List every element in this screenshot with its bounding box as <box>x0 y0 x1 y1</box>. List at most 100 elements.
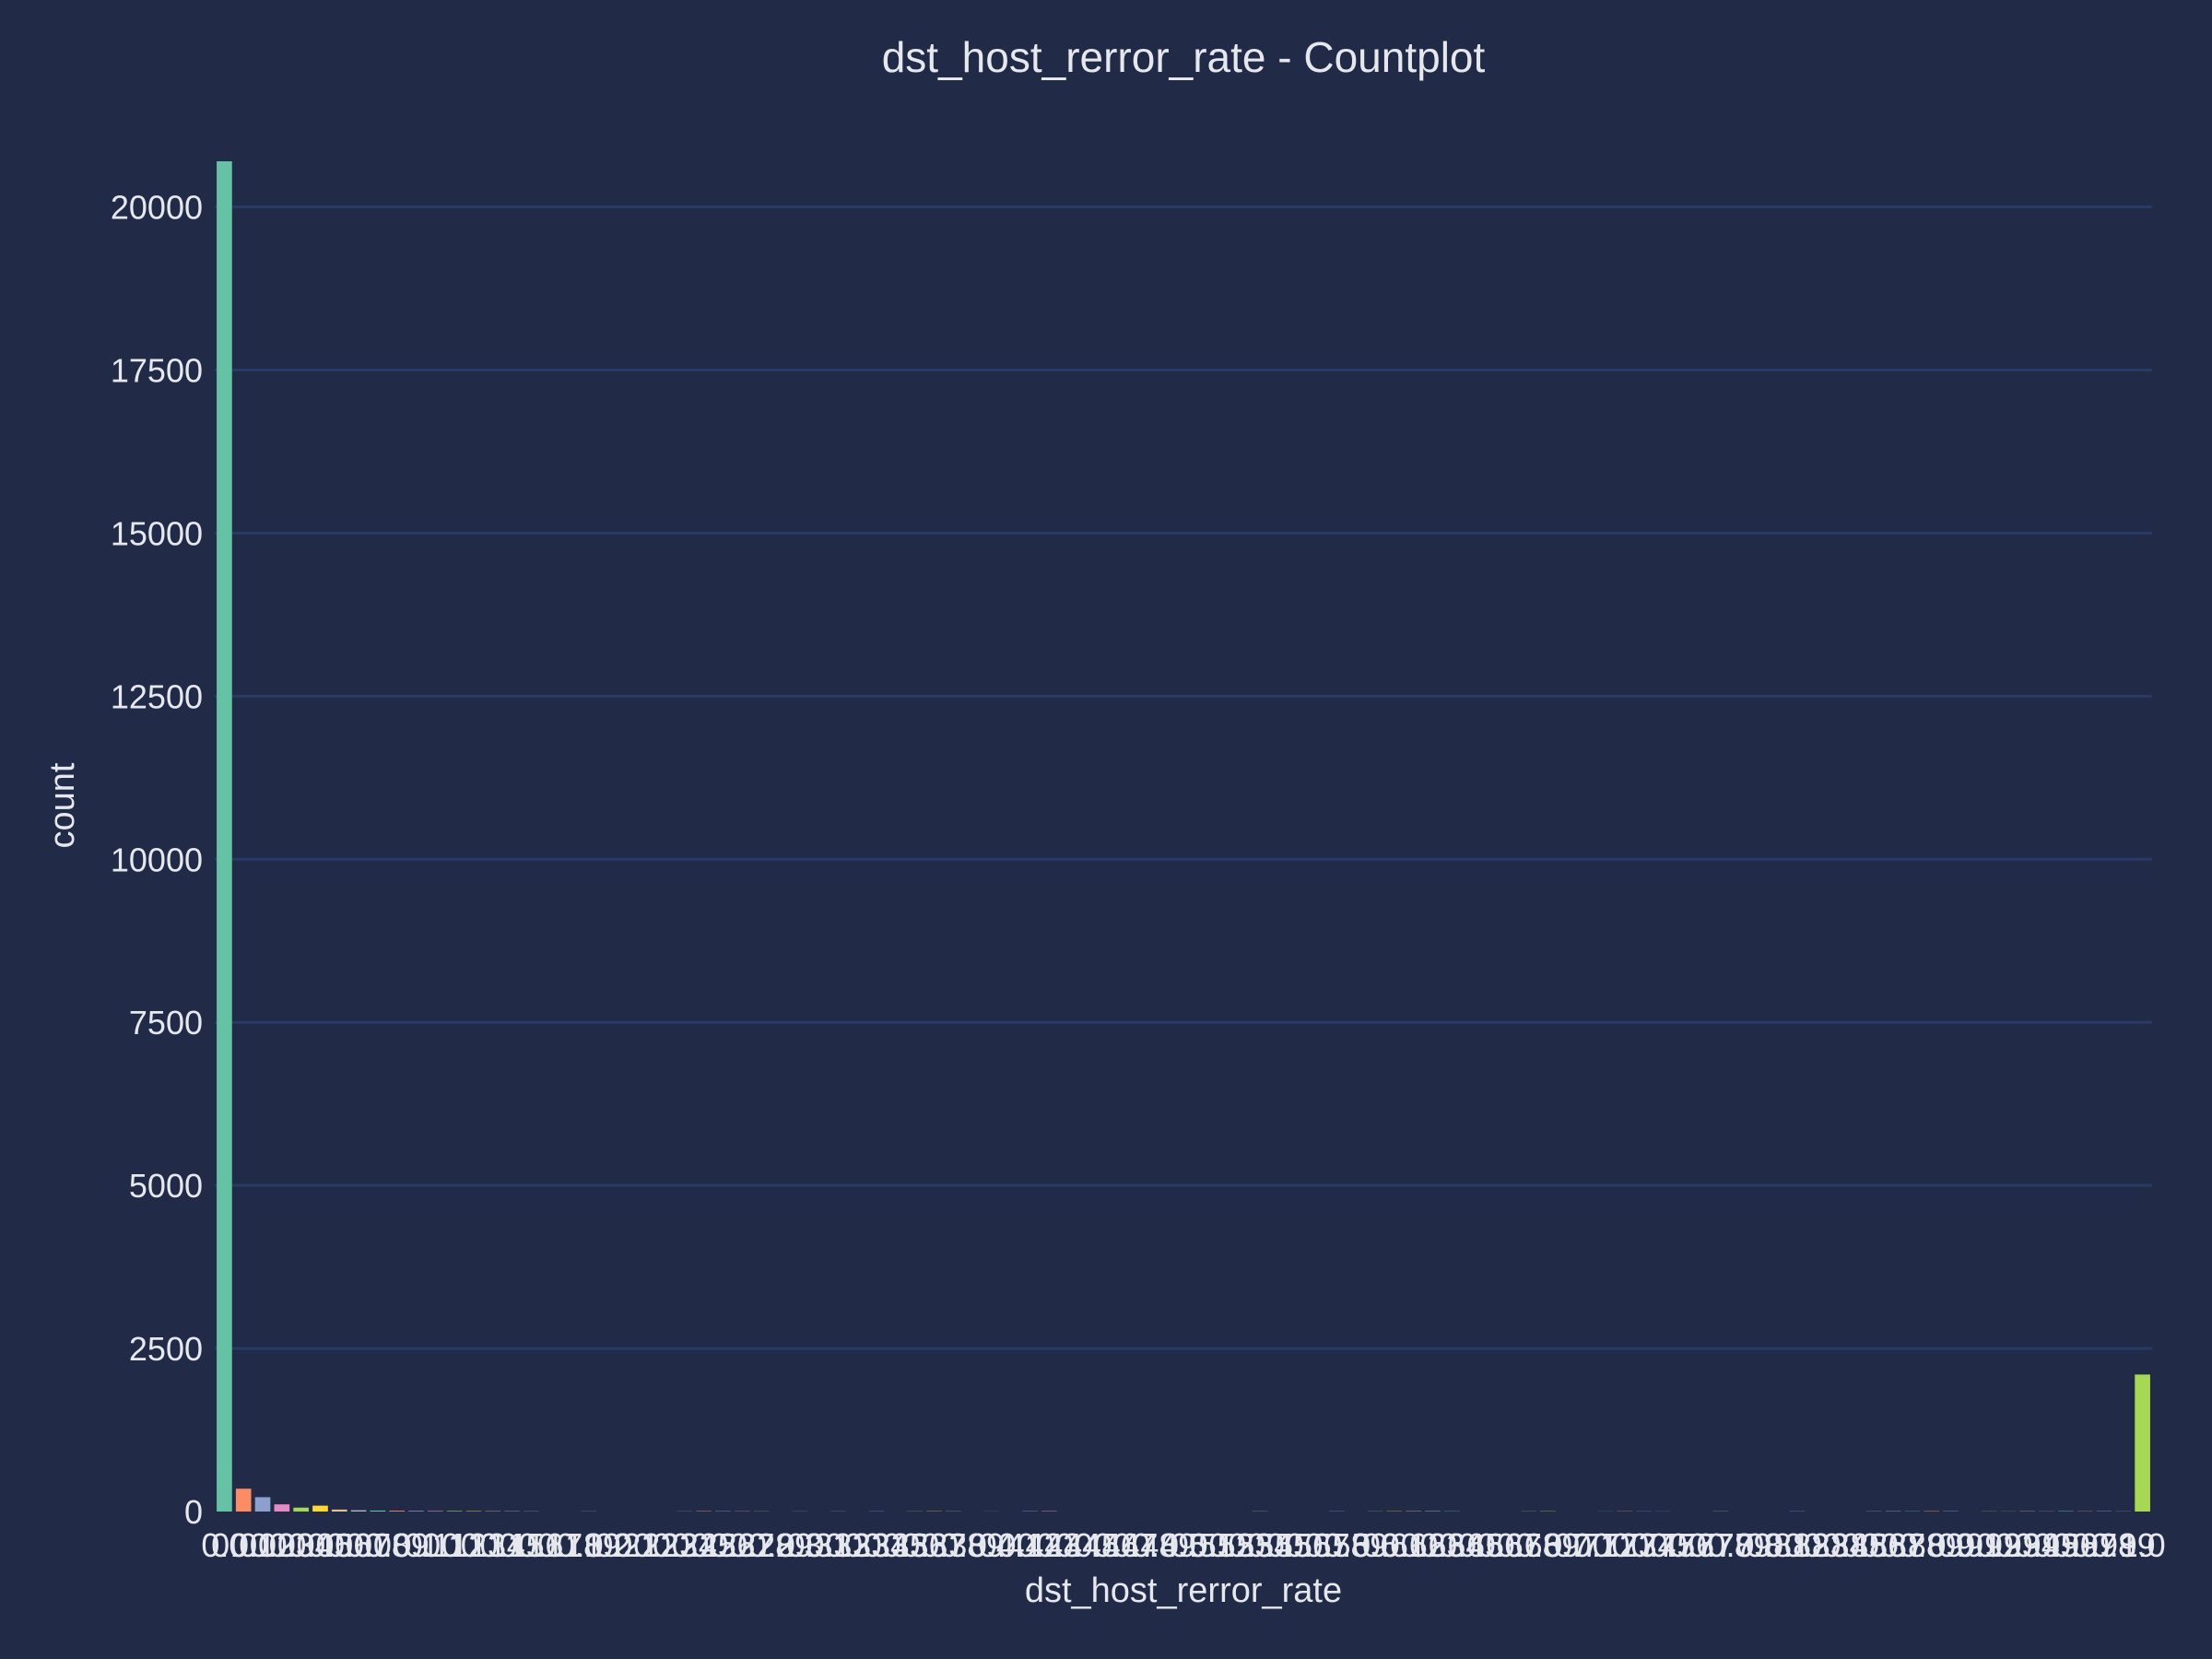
x-tick-label: 0.65 <box>1439 1526 1503 1564</box>
x-tick-label: 0.72 <box>1573 1526 1638 1564</box>
x-tick-label: 1.0 <box>2120 1526 2166 1564</box>
x-tick-label: 0.47 <box>1094 1526 1159 1564</box>
x-tick-label: 0.49 <box>1132 1526 1196 1564</box>
bar <box>408 1511 424 1512</box>
x-tick-label: 0.5 <box>1160 1526 1206 1564</box>
x-tick-label: 0.52 <box>1190 1526 1254 1564</box>
x-tick-label: 0.67 <box>1477 1526 1542 1564</box>
x-tick-label: 0.77 <box>1669 1526 1734 1564</box>
bar <box>428 1511 443 1512</box>
x-tick-label: 0.91 <box>1937 1526 2002 1564</box>
x-tick-label: 0.75 <box>1630 1526 1695 1564</box>
y-tick-label: 0 <box>184 1493 203 1531</box>
x-tick-label: 0.16 <box>499 1526 563 1564</box>
x-tick-label: 0.94 <box>1995 1526 2060 1564</box>
x-tick-label: 0.97 <box>2053 1526 2117 1564</box>
x-tick-label: 0.13 <box>441 1526 506 1564</box>
bar <box>350 1510 367 1512</box>
bar <box>2135 1374 2150 1512</box>
bar <box>217 161 232 1512</box>
x-tick-label: 0.8 <box>1735 1526 1782 1564</box>
x-tick-label: 0.31 <box>787 1526 852 1564</box>
x-tick-label: 0.22 <box>614 1526 678 1564</box>
x-tick-label: 0.58 <box>1304 1526 1369 1564</box>
y-tick-label: 10000 <box>111 841 203 878</box>
x-tick-label: 0.83 <box>1784 1526 1849 1564</box>
x-tick-label: 0.28 <box>729 1526 794 1564</box>
x-tick-label: 0.41 <box>979 1526 1043 1564</box>
x-tick-label: 0.61 <box>1362 1526 1427 1564</box>
x-tick-label: 0.92 <box>1957 1526 2021 1564</box>
x-tick-label: 0.71 <box>1554 1526 1618 1564</box>
x-tick-label: 0.38 <box>921 1526 985 1564</box>
x-tick-label: 0.51 <box>1171 1526 1235 1564</box>
bar <box>331 1509 347 1512</box>
y-tick-label: 12500 <box>111 677 203 715</box>
x-tick-label: 0.84 <box>1804 1526 1868 1564</box>
x-tick-label: 0.82 <box>1765 1526 1830 1564</box>
y-tick-label: 20000 <box>111 189 203 227</box>
x-tick-label: 0.59 <box>1324 1526 1388 1564</box>
x-tick-label: 0.88 <box>1880 1526 1945 1564</box>
x-tick-label: 0.9 <box>1927 1526 1973 1564</box>
x-tick-label: 0.27 <box>710 1526 774 1564</box>
x-tick-label: 0.34 <box>844 1526 909 1564</box>
x-tick-label: 0.89 <box>1900 1526 1964 1564</box>
x-tick-label: 0.76 <box>1650 1526 1714 1564</box>
x-tick-label: 0.81 <box>1746 1526 1810 1564</box>
x-tick-label: 0.57 <box>1286 1526 1350 1564</box>
x-tick-label: 0.39 <box>940 1526 1005 1564</box>
x-tick-label: 0.03 <box>250 1526 314 1564</box>
bar <box>293 1507 309 1512</box>
x-tick-label: 0.33 <box>825 1526 889 1564</box>
bar <box>274 1504 290 1512</box>
x-tick-label: 0.37 <box>901 1526 966 1564</box>
x-tick-label: 0.04 <box>269 1526 334 1564</box>
y-tick-label: 5000 <box>129 1167 203 1205</box>
x-tick-label: 0.85 <box>1822 1526 1887 1564</box>
x-tick-label: 0.3 <box>777 1526 823 1564</box>
x-tick-label: 0.14 <box>461 1526 525 1564</box>
x-tick-label: 0.09 <box>365 1526 429 1564</box>
bar <box>446 1511 463 1512</box>
x-axis-ticks: 0.00.010.020.030.040.050.060.070.080.090… <box>201 1526 2165 1564</box>
y-tick-label: 2500 <box>129 1330 203 1368</box>
x-tick-label: 0.4 <box>969 1526 1015 1564</box>
x-tick-label: 0.07 <box>326 1526 391 1564</box>
x-tick-label: 0.74 <box>1611 1526 1676 1564</box>
x-tick-label: 0.05 <box>288 1526 352 1564</box>
y-axis-label: count <box>43 762 82 848</box>
x-tick-label: 0.36 <box>883 1526 947 1564</box>
x-tick-label: 0.73 <box>1593 1526 1657 1564</box>
x-tick-label: 0.08 <box>346 1526 410 1564</box>
x-tick-label: 0.93 <box>1976 1526 2041 1564</box>
x-tick-label: 0.78 <box>1688 1526 1753 1564</box>
x-tick-label: 0.62 <box>1382 1526 1446 1564</box>
x-tick-label: 0.55 <box>1247 1526 1312 1564</box>
x-tick-label: 0.6 <box>1352 1526 1398 1564</box>
bar <box>370 1510 386 1512</box>
bar <box>235 1488 252 1512</box>
x-tick-label: 0.12 <box>422 1526 487 1564</box>
x-tick-label: 0.11 <box>405 1526 466 1564</box>
x-tick-label: 0.2 <box>585 1526 631 1564</box>
x-tick-label: 0.99 <box>2091 1526 2156 1564</box>
x-tick-label: 0.48 <box>1112 1526 1177 1564</box>
x-tick-label: 0.86 <box>1841 1526 1906 1564</box>
x-tick-label: 0.29 <box>748 1526 813 1564</box>
x-tick-label: 0.0 <box>201 1526 247 1564</box>
x-tick-label: 0.79 <box>1708 1526 1772 1564</box>
bar <box>312 1505 328 1512</box>
x-tick-label: 0.32 <box>806 1526 870 1564</box>
x-tick-label: 0.63 <box>1401 1526 1465 1564</box>
bar-series <box>217 161 2150 1512</box>
x-tick-label: 0.26 <box>690 1526 755 1564</box>
x-axis-label: dst_host_rerror_rate <box>1025 1571 1342 1610</box>
x-tick-label: 0.95 <box>2014 1526 2078 1564</box>
y-tick-label: 7500 <box>129 1004 203 1041</box>
x-tick-label: 0.01 <box>211 1526 276 1564</box>
x-tick-label: 0.42 <box>997 1526 1062 1564</box>
x-tick-label: 0.46 <box>1075 1526 1139 1564</box>
x-tick-label: 0.53 <box>1208 1526 1273 1564</box>
y-tick-label: 17500 <box>111 351 203 389</box>
